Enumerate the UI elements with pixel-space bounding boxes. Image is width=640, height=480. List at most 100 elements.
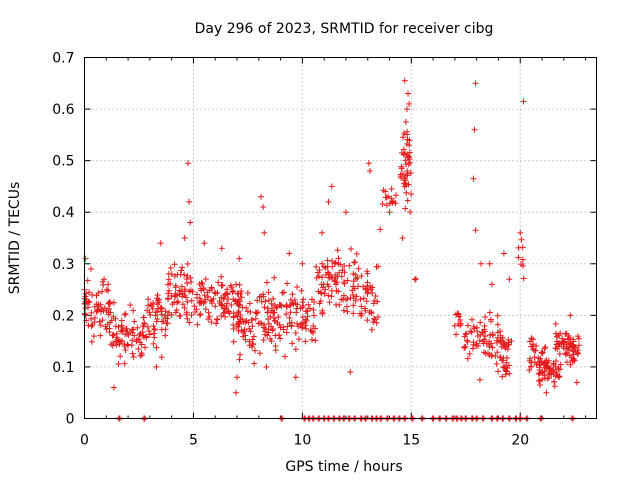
data-point [400,170,407,177]
data-point [312,325,319,332]
data-point [299,260,306,267]
data-point [339,267,346,274]
data-point [131,332,138,339]
data-point [292,330,299,337]
data-point [253,310,260,317]
data-point [346,262,353,269]
data-point [187,219,194,226]
data-point [267,313,274,320]
data-point [543,389,550,396]
data-point [316,300,323,307]
data-point [557,361,564,368]
data-point [457,316,464,323]
data-point [222,290,229,297]
data-point [239,316,246,323]
data-point [273,304,280,311]
data-point [247,328,254,335]
data-point [575,342,582,349]
data-point [476,376,483,383]
data-point [211,289,218,296]
data-point [358,312,365,319]
data-point [471,126,478,133]
data-point [476,337,483,344]
data-point [570,357,577,364]
data-point [225,308,232,315]
data-point [515,254,522,261]
data-point [85,304,92,311]
data-point [262,331,269,338]
data-point [86,289,93,296]
data-point [288,319,295,326]
data-point [388,195,395,202]
data-point [526,338,533,345]
data-point [179,293,186,300]
data-point [464,338,471,345]
data-point [401,175,408,182]
data-point [375,314,382,321]
data-point [515,244,522,251]
data-point [404,197,411,204]
data-point [457,322,464,329]
data-point [205,316,212,323]
data-point [179,301,186,308]
data-point [254,297,261,304]
data-point [277,335,284,342]
data-point [372,293,379,300]
data-point [201,298,208,305]
data-point [352,271,359,278]
data-point [154,301,161,308]
data-point [283,303,290,310]
data-point [236,356,243,363]
data-point [492,353,499,360]
data-point [110,331,117,338]
data-point [179,264,186,271]
data-point [116,339,123,346]
data-point [295,336,302,343]
data-point [284,323,291,330]
data-point [171,293,178,300]
data-point [184,160,191,167]
data-point [366,309,373,316]
data-point [171,261,178,268]
data-point [494,312,501,319]
data-point [140,314,147,321]
data-point [556,350,563,357]
data-point [506,370,513,377]
data-point [99,288,106,295]
data-point [355,265,362,272]
data-point [157,240,164,247]
data-point [344,308,351,315]
data-point [483,340,490,347]
data-point [187,287,194,294]
data-point [334,247,341,254]
data-point [260,324,267,331]
data-point [519,256,526,263]
data-point [142,344,149,351]
data-point [489,344,496,351]
data-point [531,354,538,361]
data-point [325,274,332,281]
data-point [407,209,414,216]
data-point [113,330,120,337]
data-point [405,161,412,168]
data-point [176,287,183,294]
data-point [164,315,171,322]
data-point [213,320,220,327]
data-point [358,272,365,279]
data-point [471,325,478,332]
data-point [487,316,494,323]
data-point [130,326,137,333]
data-point [105,300,112,307]
data-point [145,296,152,303]
data-point [144,323,151,330]
data-point [244,290,251,297]
data-point [569,358,576,365]
data-point [215,279,222,286]
data-point [289,291,296,298]
data-point [260,337,267,344]
data-point [319,274,326,281]
data-point [178,283,185,290]
data-point [265,326,272,333]
data-point [146,309,153,316]
data-point [187,274,194,281]
